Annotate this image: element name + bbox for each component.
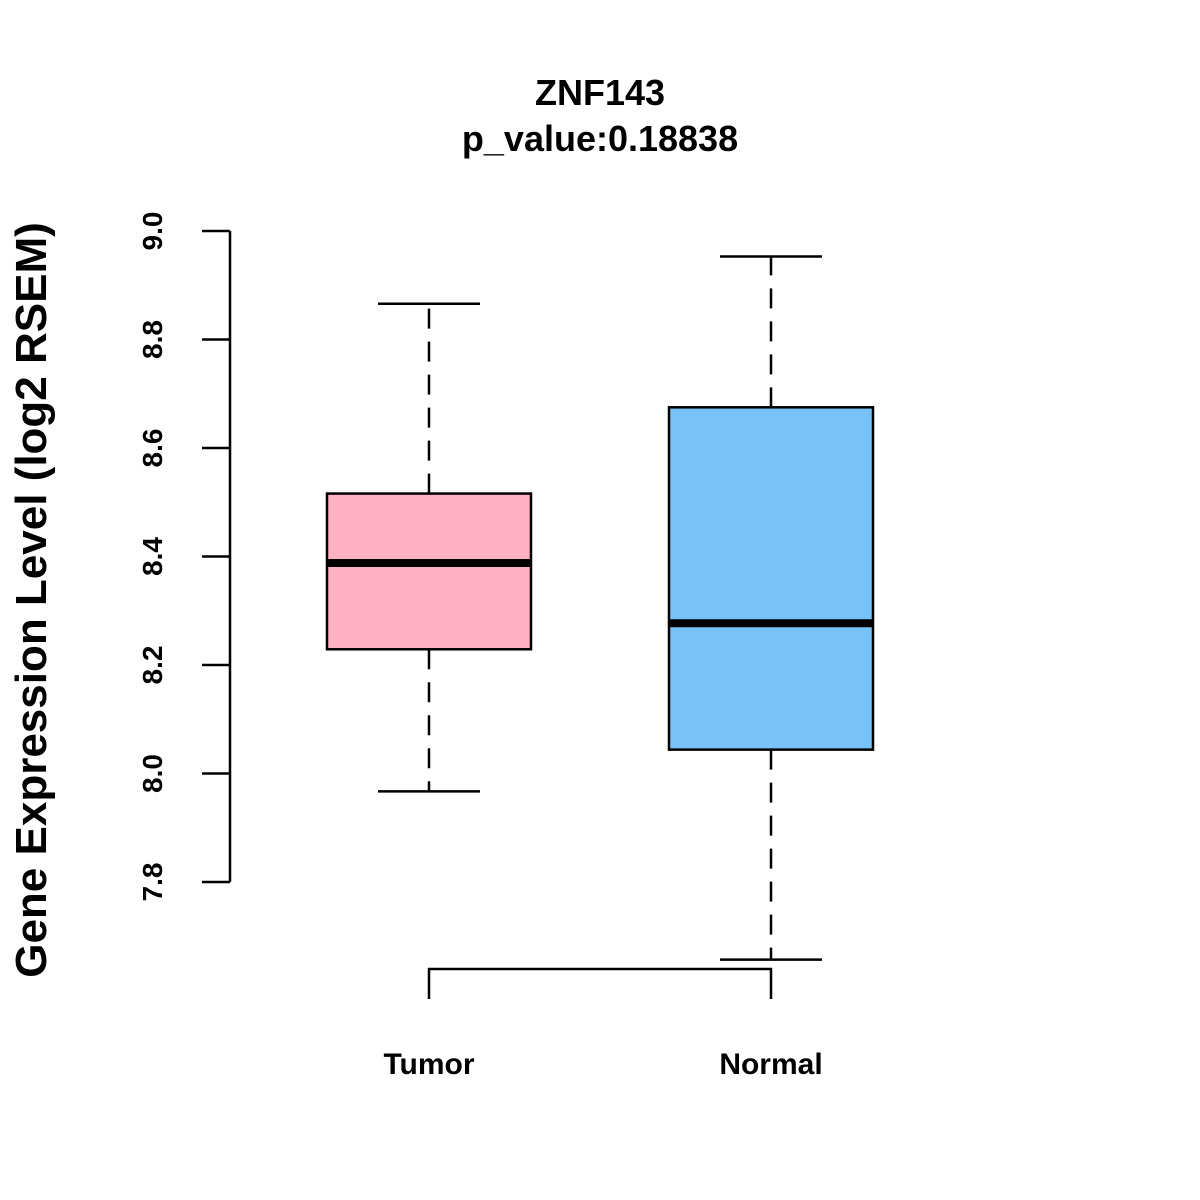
y-axis: 7.8 8.0 8.2 8.4 8.6 8.8 9.0 [137, 212, 232, 902]
y-axis-title: Gene Expression Level (log2 RSEM) [7, 222, 56, 978]
y-tick-label: 8.6 [137, 429, 168, 468]
y-tick-label: 8.0 [137, 754, 168, 793]
box-rect-normal [667, 406, 875, 751]
box-rect-tumor [325, 492, 533, 651]
category-label-normal: Normal [719, 1048, 822, 1081]
chart-subtitle: p_value:0.18838 [462, 118, 738, 159]
chart-title: ZNF143 [535, 72, 665, 113]
category-label-tumor: Tumor [383, 1048, 474, 1081]
group-bracket [427, 967, 773, 999]
bracket-line [427, 967, 773, 999]
y-tick-label: 8.8 [137, 320, 168, 359]
y-tick-label: 7.8 [137, 863, 168, 902]
box-group [325, 255, 875, 961]
x-axis-labels: Tumor Normal [383, 1048, 822, 1081]
y-tick-label: 9.0 [137, 212, 168, 251]
box-tumor [325, 302, 533, 793]
y-tick-label: 8.2 [137, 646, 168, 685]
y-tick-label: 8.4 [137, 537, 168, 576]
box-normal [667, 255, 875, 961]
